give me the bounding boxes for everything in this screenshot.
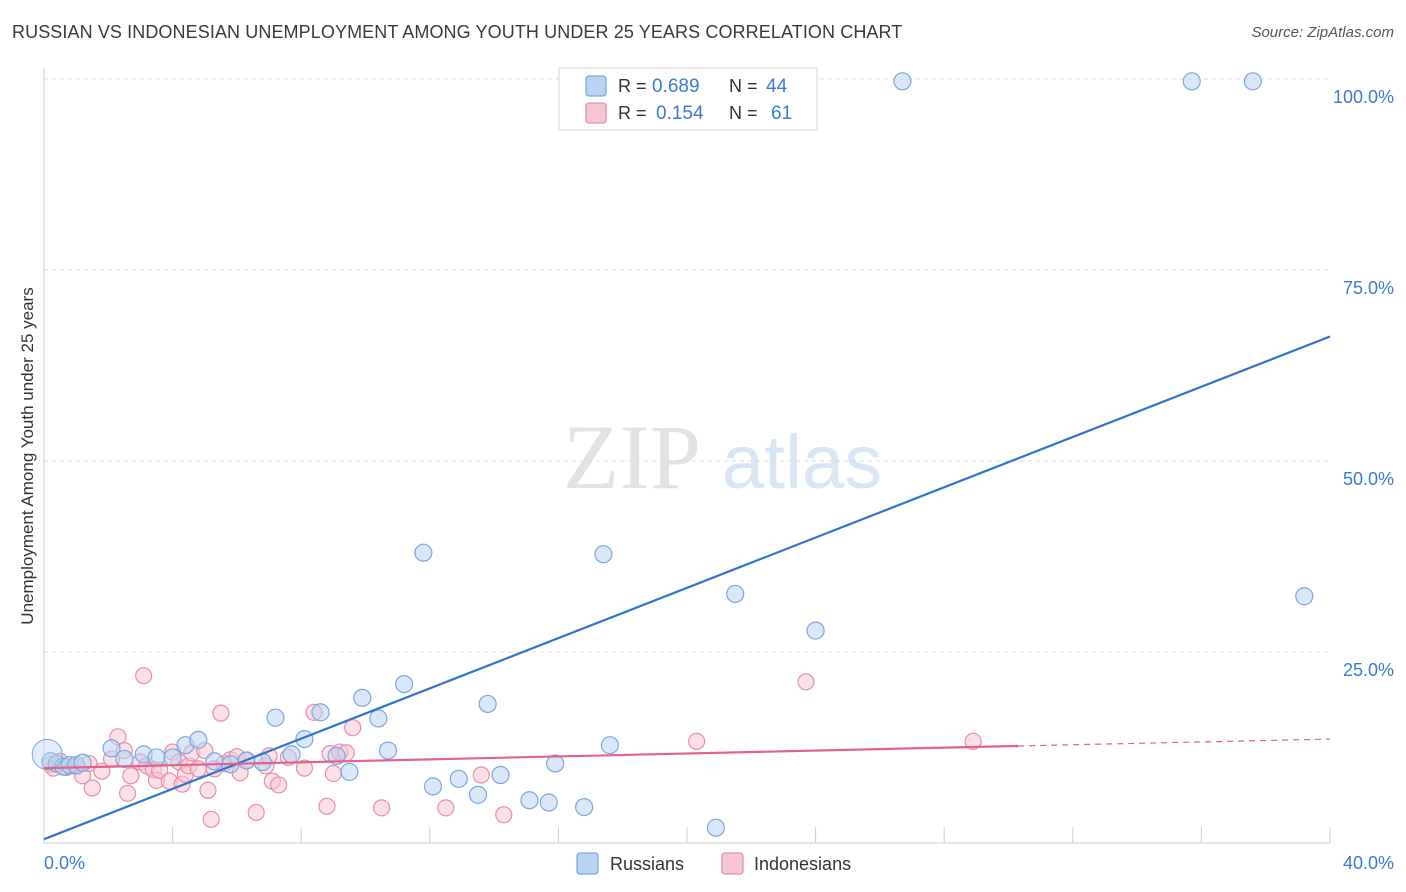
- legend-swatch-indonesians: [585, 102, 607, 124]
- indonesians-point: [344, 719, 362, 737]
- indonesians-point: [472, 766, 490, 784]
- indonesians-trend-extension: [1018, 738, 1331, 747]
- russians-point: [394, 674, 414, 694]
- axes: [43, 68, 1331, 844]
- russians-point: [468, 785, 488, 804]
- indonesians-point: [135, 667, 153, 685]
- russians-point: [353, 688, 372, 707]
- indonesians-point: [122, 767, 140, 785]
- russians-point: [423, 777, 443, 796]
- russians-point: [115, 749, 134, 769]
- indonesians-point: [495, 806, 513, 824]
- legend-r-label-indonesians: R =: [618, 103, 647, 123]
- russians-point: [449, 769, 468, 788]
- russians-trend-line: [43, 335, 1331, 841]
- indonesians-point: [189, 760, 207, 778]
- russians-point: [102, 739, 121, 758]
- y-axis-title: Unemployment Among Youth under 25 years: [18, 287, 37, 624]
- russians-cluster-point: [31, 738, 63, 770]
- russians-point: [378, 741, 398, 760]
- russians-point: [575, 797, 594, 817]
- indonesians-point: [797, 673, 815, 691]
- legend-n-label-russians: N =: [729, 76, 758, 96]
- legend-n-label-indonesians: N =: [729, 103, 758, 123]
- russians-point: [369, 709, 388, 728]
- legend-bottom: Russians Indonesians: [576, 852, 851, 875]
- russians-point: [546, 754, 565, 773]
- watermark-atlas: atlas: [722, 420, 883, 505]
- russians-point: [414, 543, 433, 562]
- indonesians-point: [247, 803, 265, 822]
- bottom-legend-swatch-russians: [576, 852, 599, 875]
- legend-r-value-indonesians: 0.154: [656, 103, 704, 124]
- russians-point: [311, 703, 330, 722]
- y-tick-label-25: 25.0%: [1343, 660, 1394, 680]
- x-tick-label-min: 0.0%: [44, 853, 85, 873]
- indonesians-point: [202, 810, 220, 828]
- russians-point: [491, 765, 510, 785]
- bottom-legend-label-russians: Russians: [610, 854, 684, 874]
- russians-point: [1295, 587, 1314, 606]
- russians-point: [893, 72, 912, 91]
- indonesians-point: [372, 799, 391, 817]
- indonesians-point: [118, 784, 137, 802]
- indonesians-point: [199, 781, 217, 799]
- russians-points: [31, 72, 1314, 837]
- bottom-legend-swatch-indonesians: [721, 852, 744, 875]
- indonesians-point: [964, 732, 982, 750]
- russians-point: [73, 753, 92, 772]
- indonesians-point: [212, 704, 230, 722]
- russians-point: [726, 584, 745, 604]
- legend-top: R = 0.689 N = 44 R = 0.154 N = 61: [558, 67, 818, 131]
- russians-point: [147, 748, 166, 767]
- russians-point: [594, 545, 613, 564]
- russians-point: [806, 621, 825, 640]
- indonesians-trend-line: [43, 744, 1019, 770]
- indonesians-point: [437, 799, 455, 817]
- russians-point: [478, 694, 497, 714]
- grid-lines: [44, 78, 1330, 653]
- y-tick-labels: 25.0% 50.0% 75.0% 100.0%: [1333, 87, 1394, 680]
- trend-lines: [43, 335, 1331, 841]
- russians-point: [327, 746, 346, 766]
- russians-point: [282, 745, 301, 764]
- russians-point: [340, 762, 359, 782]
- legend-swatch-russians: [585, 75, 607, 97]
- legend-r-value-russians: 0.689: [652, 76, 700, 97]
- x-tick-label-max: 40.0%: [1343, 853, 1394, 873]
- y-tick-label-75: 75.0%: [1343, 278, 1394, 298]
- legend-n-value-indonesians: 61: [771, 103, 792, 124]
- indonesians-point: [270, 776, 288, 794]
- russians-point: [205, 752, 224, 771]
- watermark-zip: ZIP: [563, 406, 701, 508]
- russians-point: [600, 736, 619, 755]
- indonesians-point: [324, 764, 342, 783]
- russians-point: [706, 818, 726, 837]
- source-note: Source: ZipAtlas.com: [1251, 24, 1394, 41]
- bottom-legend-label-indonesians: Indonesians: [754, 854, 851, 874]
- russians-point: [266, 708, 285, 727]
- y-tick-label-50: 50.0%: [1343, 469, 1394, 489]
- russians-point: [1182, 72, 1201, 91]
- chart-title: RUSSIAN VS INDONESIAN UNEMPLOYMENT AMONG…: [12, 22, 903, 42]
- legend-r-label-russians: R =: [618, 76, 647, 96]
- russians-point: [1243, 72, 1262, 91]
- indonesians-point: [295, 759, 314, 777]
- russians-point: [163, 748, 182, 767]
- russians-point: [520, 791, 539, 810]
- indonesians-point: [318, 797, 336, 815]
- indonesians-point: [83, 779, 101, 797]
- legend-n-value-russians: 44: [766, 76, 788, 97]
- indonesians-point: [688, 732, 706, 750]
- russians-point: [189, 730, 208, 749]
- russians-point: [539, 793, 558, 812]
- y-tick-label-100: 100.0%: [1333, 87, 1394, 107]
